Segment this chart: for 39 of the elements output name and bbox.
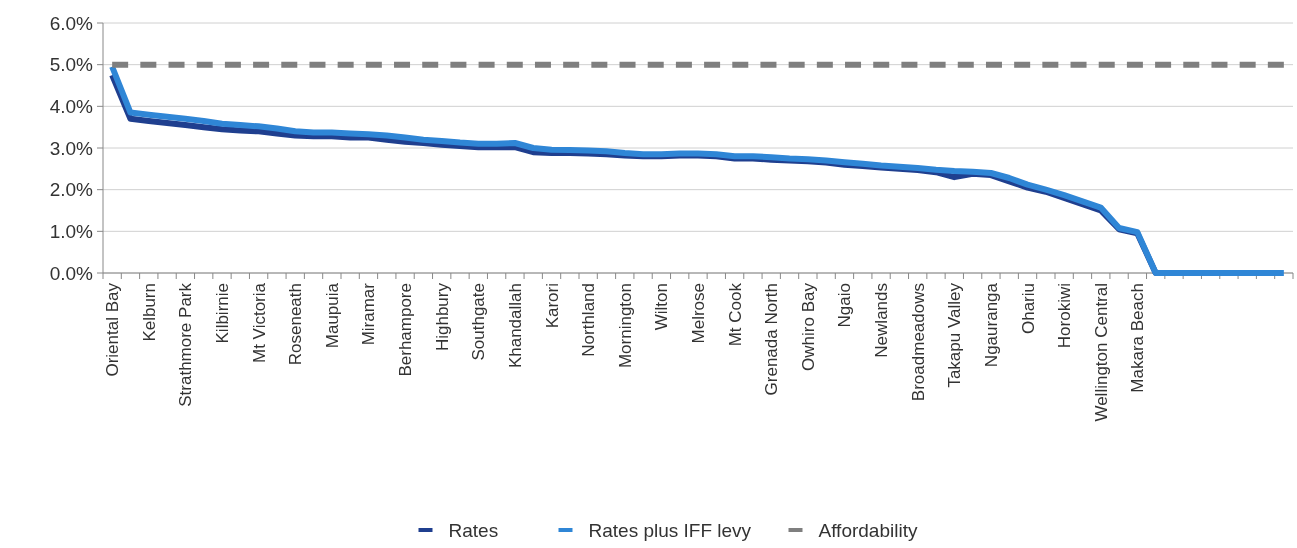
x-tick-label: Mt Victoria [249,282,269,363]
y-tick-label: 3.0% [49,137,94,159]
x-tick-label: Owhiro Bay [798,282,818,371]
x-tick-label: Roseneath [286,283,306,366]
x-tick-label: Strathmore Park [176,282,196,407]
x-tick-label: Makara Beach [1128,283,1148,393]
x-tick-label: Newlands [872,283,892,358]
x-tick-label: Ngauranga [981,282,1001,368]
y-tick-label: 6.0% [49,12,94,34]
x-tick-label: Grenada North [762,283,782,396]
legend-label: Rates plus IFF levy [588,519,752,541]
x-tick-label: Takapu Valley [945,282,965,388]
y-tick-label: 2.0% [49,179,94,201]
x-tick-label: Kilbirnie [213,283,232,344]
x-tick-label: Khandallah [505,283,525,369]
y-tick-label: 4.0% [49,95,94,117]
x-tick-label: Berhampore [396,283,416,377]
y-tick-label: 0.0% [49,262,94,284]
x-tick-label: Mt Cook [725,282,745,347]
x-tick-label: Oriental Bay [103,282,123,377]
y-tick-label: 1.0% [49,220,94,242]
x-tick-label: Broadmeadows [908,283,928,402]
x-tick-label: Highbury [432,282,452,352]
x-tick-label: Horokiwi [1055,283,1075,349]
x-tick-label: Kelburn [139,283,159,342]
x-tick-label: Wellington Central [1091,283,1111,422]
legend-label: Affordability [818,519,918,541]
x-tick-label: Ohariu [1018,283,1038,335]
y-tick-label: 5.0% [49,54,94,76]
x-tick-label: Wilton [652,283,672,331]
x-tick-label: Maupuia [322,282,342,349]
x-tick-label: Miramar [359,282,379,346]
x-tick-label: Ngaio [835,283,855,328]
legend-label: Rates [448,519,499,541]
x-tick-label: Karori [542,283,562,329]
x-tick-label: Melrose [689,283,708,344]
x-tick-label: Southgate [469,283,489,361]
x-tick-label: Northland [579,283,599,357]
x-tick-label: Mornington [615,283,635,369]
